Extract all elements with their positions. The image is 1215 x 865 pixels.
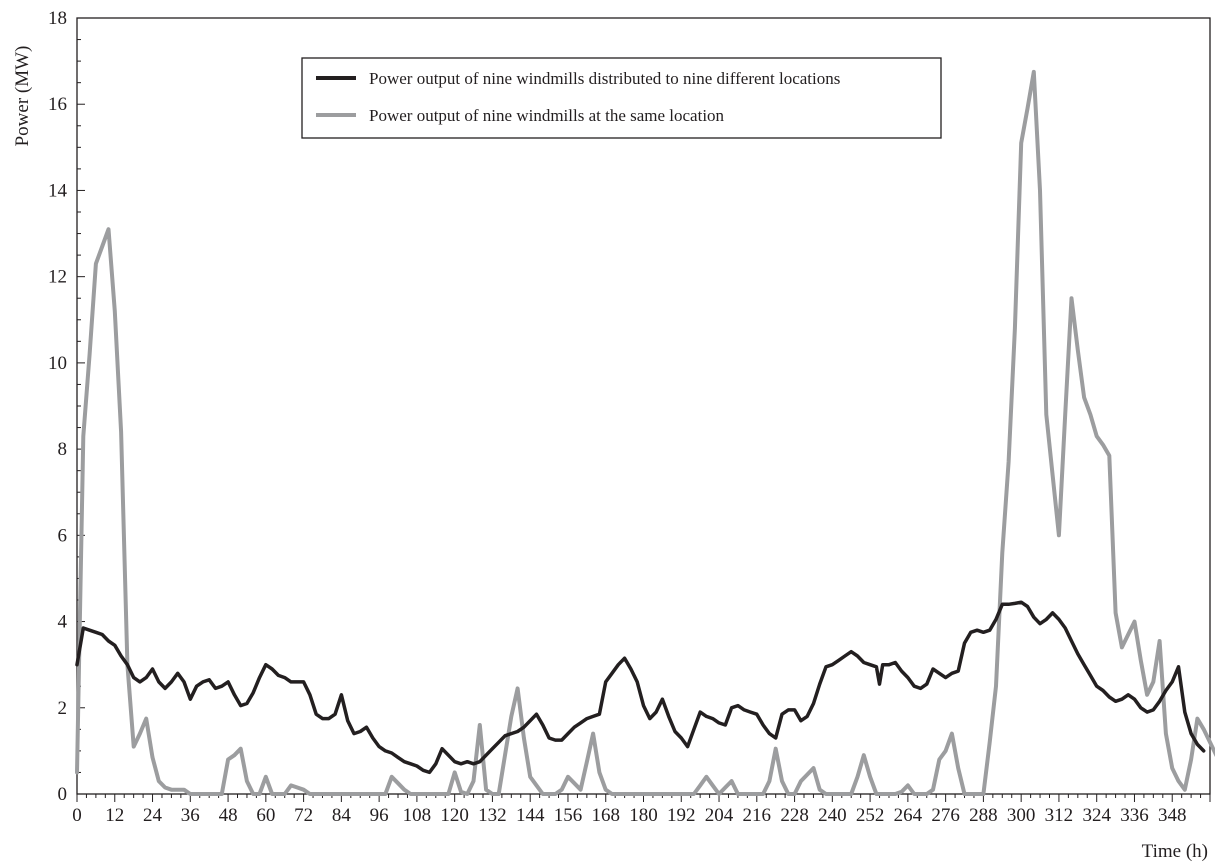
x-tick-label: 180 [629,805,658,826]
x-tick-label: 0 [72,805,82,826]
x-tick-label: 192 [667,805,696,826]
y-tick-label: 10 [48,353,67,374]
y-tick-label: 12 [48,267,67,288]
x-tick-label: 240 [818,805,847,826]
y-axis-label: Power (MW) [12,46,33,147]
legend-label-same-location: Power output of nine windmills at the sa… [369,106,725,125]
x-tick-label: 36 [181,805,200,826]
x-tick-label: 300 [1007,805,1036,826]
series-line-same-location [75,69,1215,796]
x-tick-label: 60 [256,805,275,826]
series-layer [75,69,1215,796]
x-tick-label: 312 [1045,805,1074,826]
x-tick-label: 72 [294,805,313,826]
x-tick-label: 48 [219,805,238,826]
x-tick-label: 276 [931,805,960,826]
y-tick-label: 6 [58,525,68,546]
x-tick-label: 144 [516,805,545,826]
x-tick-label: 324 [1082,805,1111,826]
y-tick-label: 0 [58,784,68,805]
series-line-distributed [75,600,1206,775]
legend-label-distributed: Power output of nine windmills distribut… [369,69,840,88]
x-tick-label: 228 [780,805,809,826]
y-tick-label: 18 [48,8,67,29]
y-tick-label: 16 [48,94,67,115]
legend: Power output of nine windmills distribut… [301,57,942,139]
y-tick-label: 8 [58,439,68,460]
x-axis: 0 12 24 36 48 60 72 84 96 108 120 132 144 156 168 180 19… [72,794,1211,826]
x-tick-label: 288 [969,805,998,826]
y-tick-label: 14 [48,180,68,201]
y-tick-label: 4 [58,612,68,633]
x-tick-label: 336 [1120,805,1149,826]
x-tick-label: 120 [440,805,469,826]
x-tick-label: 252 [856,805,885,826]
x-tick-label: 168 [591,805,620,826]
legend-box [301,57,942,139]
x-tick-label: 96 [370,805,389,826]
x-tick-label: 348 [1158,805,1187,826]
x-tick-label: 24 [143,805,163,826]
x-tick-label: 84 [332,805,352,826]
x-tick-label: 132 [478,805,507,826]
x-tick-label: 12 [105,805,124,826]
x-tick-label: 216 [743,805,772,826]
y-tick-label: 2 [58,698,68,719]
x-tick-label: 156 [554,805,583,826]
x-tick-label: 204 [705,805,734,826]
y-axis: 0 2 4 6 8 10 12 14 16 18 [48,8,85,805]
x-axis-label: Time (h) [1142,841,1208,862]
x-tick-label: 264 [894,805,923,826]
x-tick-label: 108 [403,805,432,826]
